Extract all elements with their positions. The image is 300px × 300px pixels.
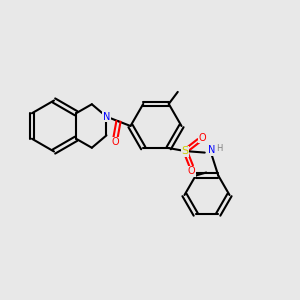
Text: O: O	[112, 137, 119, 147]
Text: N: N	[208, 145, 215, 155]
Text: S: S	[182, 146, 189, 156]
Text: N: N	[103, 112, 110, 122]
Text: O: O	[199, 133, 206, 142]
Text: O: O	[188, 167, 195, 176]
Text: H: H	[216, 144, 222, 153]
